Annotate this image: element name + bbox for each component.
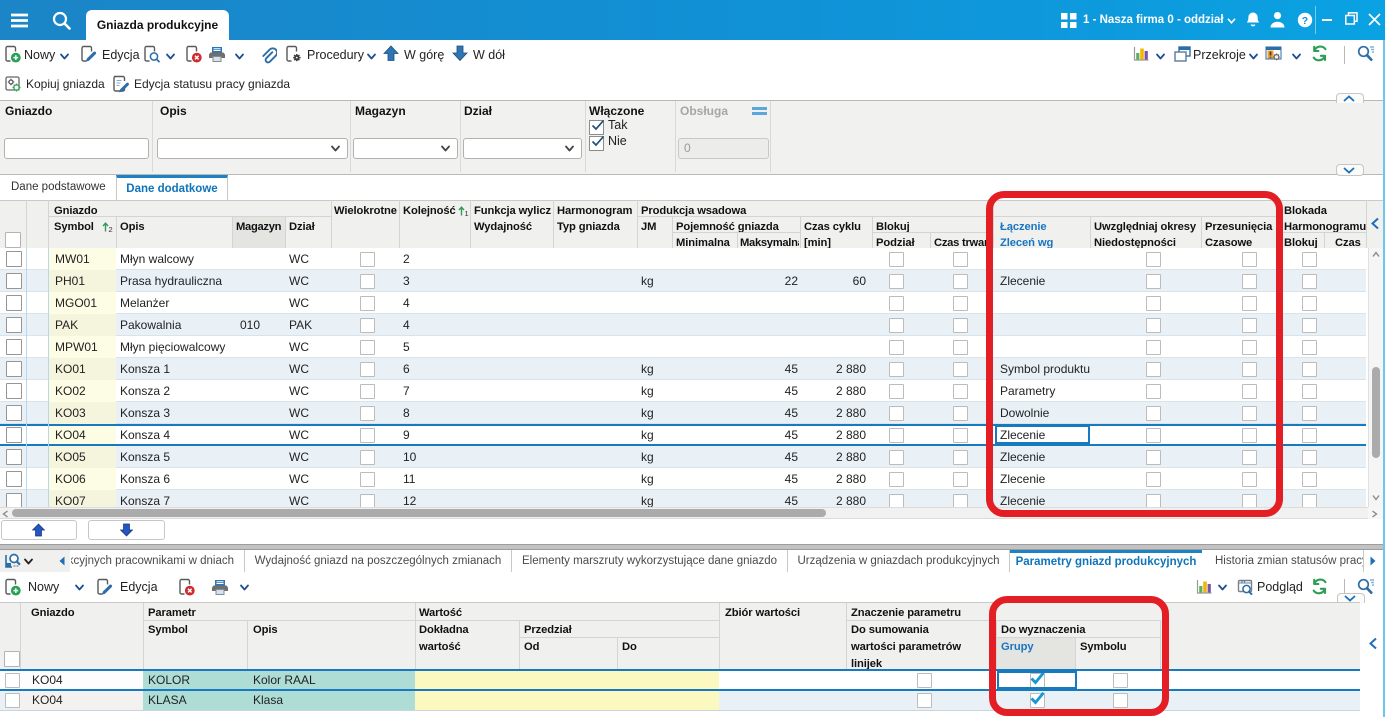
svg-text:1: 1 xyxy=(465,209,469,217)
svg-text:?: ? xyxy=(1302,15,1308,27)
svg-text:2: 2 xyxy=(109,225,113,233)
